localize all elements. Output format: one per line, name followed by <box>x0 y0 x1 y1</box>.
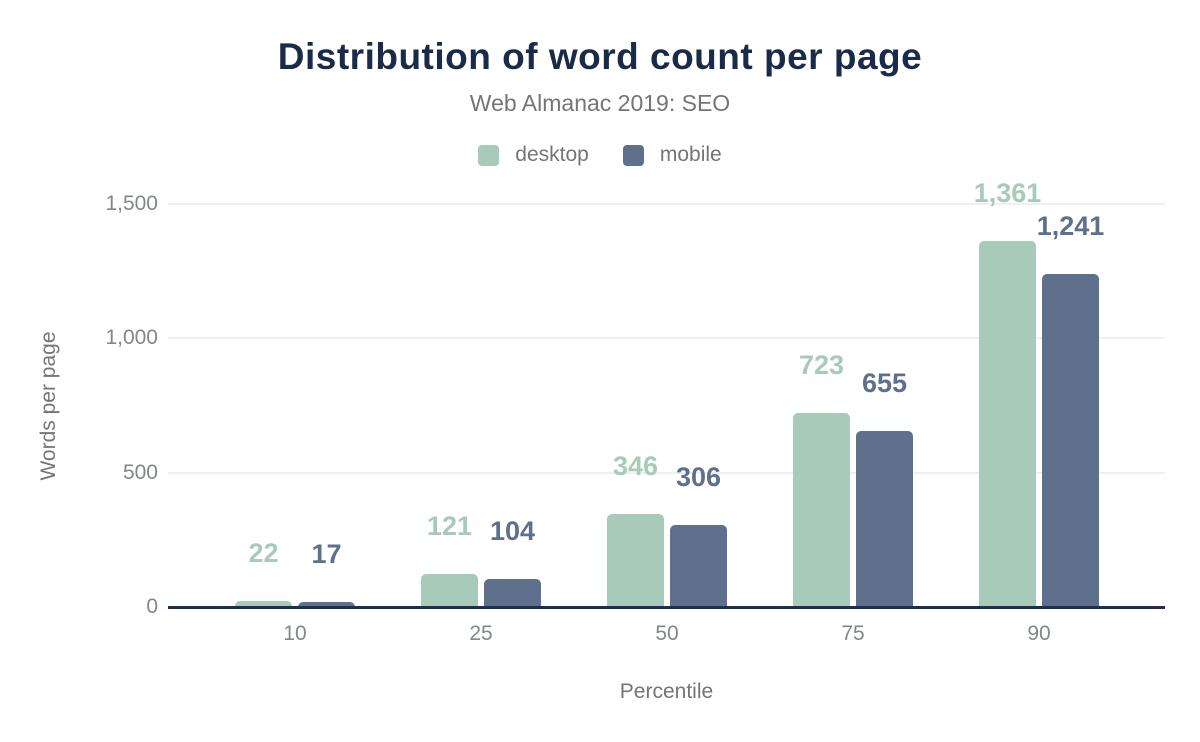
bar-desktop-10[interactable] <box>235 601 292 607</box>
legend-label-mobile: mobile <box>659 143 722 166</box>
y-tick-label-1,000: 1,000 <box>105 326 158 350</box>
bar-mobile-90[interactable] <box>1042 273 1099 607</box>
y-tick-label-500: 500 <box>122 460 158 484</box>
bar-value-mobile-10: 17 <box>311 539 342 570</box>
gridline-1,000 <box>168 337 1165 340</box>
x-tick-label-75: 75 <box>841 622 865 645</box>
gridline-500 <box>168 471 1165 474</box>
chart-title: Distribution of word count per page <box>277 36 923 77</box>
x-axis-line <box>168 605 1165 609</box>
legend-swatch-desktop-icon <box>478 144 500 166</box>
x-axis-title: Percentile <box>619 680 714 703</box>
bar-value-desktop-90: 1,361 <box>973 178 1042 209</box>
bar-value-mobile-50: 306 <box>675 461 722 492</box>
y-tick-label-0: 0 <box>146 595 158 618</box>
bar-mobile-25[interactable] <box>484 579 541 607</box>
legend-item-desktop[interactable]: desktop <box>478 143 589 167</box>
bar-mobile-10[interactable] <box>298 602 355 607</box>
x-tick-label-25: 25 <box>469 622 493 645</box>
x-tick-label-10: 10 <box>283 622 307 645</box>
legend-label-desktop: desktop <box>515 143 589 166</box>
gridline-1,500 <box>168 203 1165 205</box>
bar-value-mobile-75: 655 <box>861 368 908 399</box>
y-axis-title: Words per page <box>37 331 60 481</box>
bar-mobile-50[interactable] <box>670 524 727 607</box>
y-tick-label-1,500: 1,500 <box>105 192 158 215</box>
bar-mobile-75[interactable] <box>856 431 913 607</box>
bar-desktop-90[interactable] <box>979 241 1036 607</box>
chart-subtitle: Web Almanac 2019: SEO <box>469 90 731 116</box>
bar-value-desktop-25: 121 <box>426 511 473 542</box>
bar-desktop-25[interactable] <box>421 574 478 607</box>
x-tick-label-50: 50 <box>655 622 679 645</box>
bar-desktop-50[interactable] <box>607 514 664 607</box>
bar-value-desktop-10: 22 <box>248 538 279 569</box>
bar-value-mobile-90: 1,241 <box>1036 210 1105 241</box>
legend-swatch-mobile-icon <box>622 144 644 166</box>
legend-item-mobile[interactable]: mobile <box>622 143 722 167</box>
x-tick-label-90: 90 <box>1027 622 1051 645</box>
bar-value-desktop-50: 346 <box>612 451 659 482</box>
chart-legend: desktop mobile <box>0 143 1200 167</box>
bar-desktop-75[interactable] <box>793 412 850 607</box>
bar-value-desktop-75: 723 <box>798 349 845 380</box>
bar-value-mobile-25: 104 <box>489 516 536 547</box>
